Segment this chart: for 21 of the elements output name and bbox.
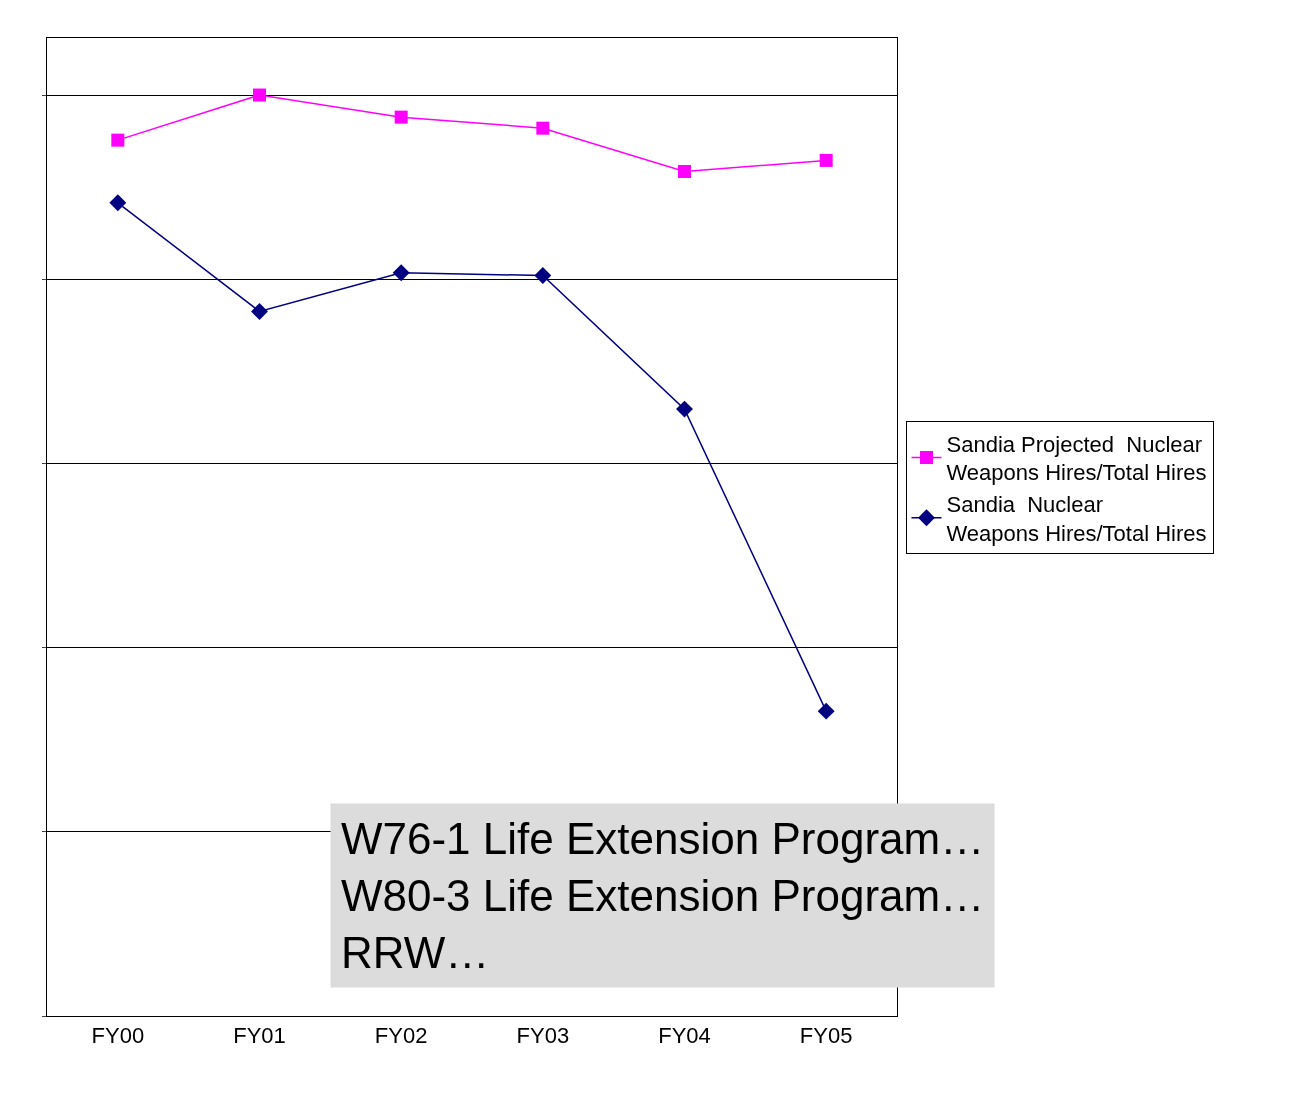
point (394, 110, 408, 124)
point (111, 133, 125, 147)
point (534, 267, 552, 284)
point (392, 264, 410, 282)
point (536, 121, 550, 135)
x-tick-label: FY04 (658, 1023, 711, 1049)
legend-label: Sandia Projected Nuclear Weapons Hires/Total Hires (946, 431, 1207, 486)
point (253, 88, 266, 102)
x-tick-label: FY02 (374, 1023, 428, 1049)
point (251, 303, 268, 320)
x-tick-label: FY03 (516, 1023, 570, 1049)
x-tick-label: FY01 (233, 1023, 286, 1049)
point (678, 164, 691, 178)
x-tick-label: FY00 (91, 1023, 145, 1049)
legend-label: Sandia Nuclear Weapons Hires/Total Hires (946, 491, 1207, 546)
point (817, 702, 835, 720)
point (676, 400, 693, 418)
annotation: W76-1 Life Extension Program… W80-3 Life Extension Program… RRW… (341, 814, 985, 978)
point (819, 153, 833, 167)
point (109, 194, 127, 212)
x-tick-label: FY05 (799, 1023, 853, 1049)
